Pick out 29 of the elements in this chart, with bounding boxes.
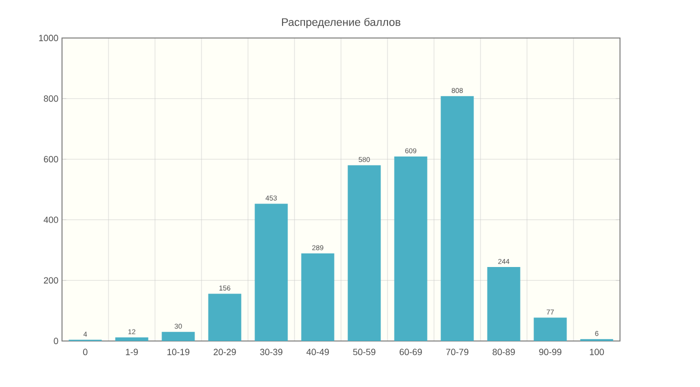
x-tick-label: 100 — [590, 348, 604, 356]
y-tick-label: 600 — [44, 156, 58, 162]
bar — [534, 318, 567, 341]
chart-title: Распределение баллов — [282, 18, 400, 28]
bar — [115, 337, 148, 341]
x-tick-label: 40-49 — [306, 348, 329, 356]
x-tick-label: 10-19 — [167, 348, 190, 356]
bar — [208, 294, 242, 341]
bar — [440, 96, 474, 341]
bar — [394, 156, 428, 341]
x-tick-label: 0 — [83, 348, 88, 356]
x-tick-label: 1-9 — [126, 348, 138, 356]
bar — [254, 204, 288, 341]
x-tick-label: 80-89 — [492, 348, 515, 356]
y-tick-label: 0 — [54, 338, 58, 344]
x-tick-label: 60-69 — [400, 348, 422, 356]
y-tick-label: 800 — [44, 95, 58, 102]
y-tick-label: 400 — [44, 216, 58, 223]
x-tick-label: 30-39 — [260, 348, 282, 356]
bar — [487, 267, 520, 341]
x-tick-label: 20-29 — [214, 348, 236, 356]
y-tick-label: 1000 — [39, 34, 58, 42]
bar — [162, 332, 195, 341]
y-tick-label: 200 — [44, 277, 58, 284]
bar — [348, 165, 381, 341]
x-tick-label: 90-99 — [539, 348, 562, 356]
bar — [301, 253, 334, 341]
x-tick-label: 50-59 — [353, 348, 376, 356]
x-tick-label: 70-79 — [446, 348, 468, 356]
